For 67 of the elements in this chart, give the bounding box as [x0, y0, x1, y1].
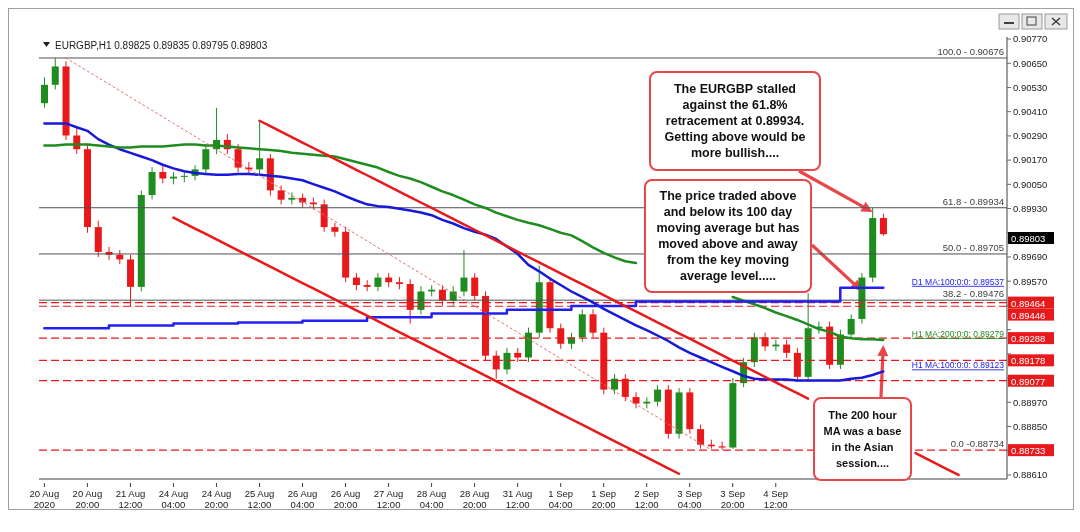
y-tick-label: 0.90770 [1013, 33, 1048, 45]
legend-label: 0.89446 [1011, 309, 1046, 321]
annotation: 50.0 - 0.89705 [942, 241, 1004, 253]
x-tick-label: 26 Aug 04:00 [287, 488, 318, 510]
chart-title: EURGBP,H1 0.89825 0.89835 0.89795 0.89803 [55, 40, 268, 51]
text: D1 MA:100:0:0: 0.89537 [911, 276, 1005, 287]
ref-line-label: 0.88733 [1011, 445, 1046, 457]
candlestick [471, 272, 479, 301]
y-tick-label: 0.88610 [1013, 469, 1048, 481]
x-tick-label: 4 Sep 12:00 [763, 488, 789, 510]
x-tick-label: 27 Aug 12:00 [373, 488, 404, 510]
annotation: The 200 hour MA was a base in the Asian session.... [822, 408, 903, 471]
candlestick [234, 143, 242, 173]
candlestick [288, 191, 296, 206]
y-tick-label: 0.90170 [1013, 154, 1048, 166]
x-tick-label: 28 Aug 04:00 [416, 488, 447, 510]
annotation: The price traded above and below its 100 day moving average but has moved above and away from the key moving average level..... [655, 188, 801, 284]
x-tick-label: 2 Sep 12:00 [634, 488, 660, 510]
candlestick [611, 373, 619, 395]
annotation: 0.0 -0.88734 [950, 437, 1004, 449]
x-tick-label: 3 Sep 20:00 [720, 488, 746, 510]
x-tick-label: 21 Aug 12:00 [115, 488, 146, 510]
candlestick [320, 198, 328, 233]
y-tick-label: 0.90530 [1013, 81, 1048, 93]
x-tick-label: 1 Sep 04:00 [548, 488, 574, 510]
y-tick-label: 0.89570 [1013, 275, 1048, 287]
ref-line-label: 0.89288 [1011, 333, 1046, 345]
x-tick-label: 1 Sep 20:00 [591, 488, 617, 510]
candlestick [41, 76, 48, 109]
y-tick-label: 0.88850 [1013, 420, 1048, 432]
candlestick [460, 249, 468, 297]
x-tick-label: 20 Aug 2020 [29, 488, 60, 510]
x-tick-label: 31 Aug 12:00 [502, 488, 533, 510]
candlestick [654, 384, 662, 407]
x-tick-label: 24 Aug 20:00 [201, 488, 232, 510]
x-tick-label: 28 Aug 20:00 [459, 488, 490, 510]
x-tick-label: 3 Sep 04:00 [677, 488, 703, 510]
y-tick-label: 0.89690 [1013, 251, 1048, 263]
candlestick [374, 272, 382, 292]
candlestick [331, 222, 339, 238]
y-tick-label: 0.90050 [1013, 178, 1048, 190]
candlestick [277, 184, 285, 206]
annotation: 61.8 - 0.89934 [942, 195, 1004, 207]
text: H1 MA:200:0:0: 0.89279 [911, 328, 1005, 339]
x-tick-label: 20 Aug 20:00 [72, 488, 103, 510]
y-tick-label: 0.89930 [1013, 202, 1048, 214]
x-tick-label: 25 Aug 12:00 [244, 488, 275, 510]
text: 0.89803 [1011, 233, 1046, 244]
annotation: 100.0 - 0.90676 [937, 45, 1004, 57]
y-tick-label: 0.90290 [1013, 130, 1048, 142]
candlestick [503, 347, 511, 375]
y-tick-label: 0.90650 [1013, 57, 1048, 69]
ref-line-label: 0.89178 [1011, 355, 1046, 367]
candlestick [879, 213, 887, 237]
annotation: 38.2 - 0.89476 [942, 288, 1004, 300]
candlestick [632, 391, 640, 409]
y-tick-label: 0.88970 [1013, 396, 1048, 408]
annotation: The EURGBP stalled against the 61.8% retracement at 0.89934. Getting above would be more bullish.... [663, 81, 807, 161]
candlestick [578, 308, 586, 343]
x-tick-label: 24 Aug 04:00 [158, 488, 189, 510]
text: H1 MA:100:0:0: 0.89123 [911, 360, 1005, 371]
y-tick-label: 0.90410 [1013, 106, 1048, 118]
candlestick [148, 166, 156, 200]
candlestick [51, 57, 59, 90]
x-tick-label: 26 Aug 20:00 [330, 488, 361, 510]
ref-line-label: 0.89464 [1011, 297, 1046, 309]
ref-line-label: 0.89077 [1011, 375, 1046, 387]
